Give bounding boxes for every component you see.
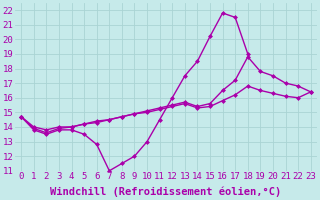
X-axis label: Windchill (Refroidissement éolien,°C): Windchill (Refroidissement éolien,°C) [50, 187, 282, 197]
